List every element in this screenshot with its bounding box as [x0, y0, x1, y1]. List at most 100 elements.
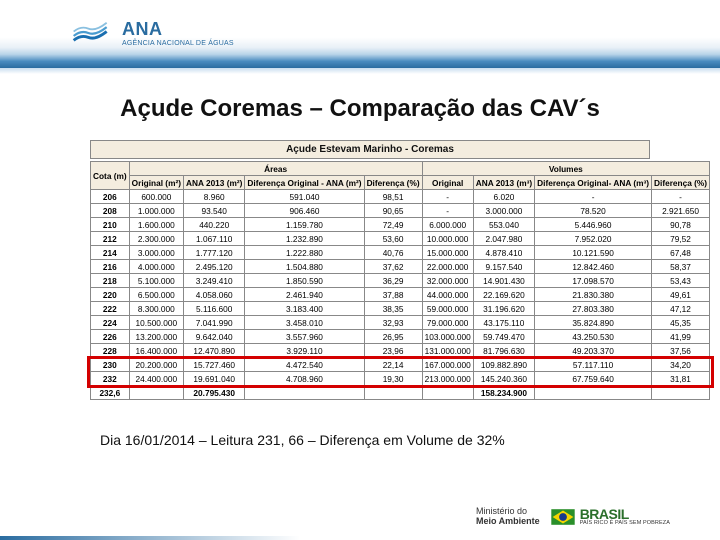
cell: 3.183.400 — [245, 302, 364, 316]
cell: 67.759.640 — [535, 372, 652, 386]
table-row: 2185.100.0003.249.4101.850.59036,2932.00… — [91, 274, 710, 288]
cell: 23,96 — [364, 344, 422, 358]
cell: 553.040 — [473, 218, 534, 232]
cell: 16.400.000 — [129, 344, 183, 358]
cell: 37,88 — [364, 288, 422, 302]
cell: 3.000.000 — [129, 246, 183, 260]
cell: 58,37 — [652, 260, 710, 274]
cell: 59.749.470 — [473, 330, 534, 344]
cell-cota: 232,6 — [91, 386, 130, 400]
cell-cota: 218 — [91, 274, 130, 288]
cell: 90,78 — [652, 218, 710, 232]
cell: 8.300.000 — [129, 302, 183, 316]
ministry-line2: Meio Ambiente — [476, 517, 540, 527]
col-header-6: Diferença Original- ANA (m³) — [535, 176, 652, 190]
cell: 109.882.890 — [473, 358, 534, 372]
cell: 12.470.890 — [183, 344, 244, 358]
cell: 2.921.650 — [652, 204, 710, 218]
cell: 4.000.000 — [129, 260, 183, 274]
cell: 17.098.570 — [535, 274, 652, 288]
cell: 4.708.960 — [245, 372, 364, 386]
cell: - — [652, 190, 710, 204]
cell: 8.960 — [183, 190, 244, 204]
col-header-4: Original — [422, 176, 473, 190]
col-header-3: Diferença (%) — [364, 176, 422, 190]
cell: 440.220 — [183, 218, 244, 232]
cell: 49.203.370 — [535, 344, 652, 358]
cell: 103.000.000 — [422, 330, 473, 344]
cell-cota: 212 — [91, 232, 130, 246]
table-row: 23224.400.00019.691.0404.708.96019,30213… — [91, 372, 710, 386]
cell: 78.520 — [535, 204, 652, 218]
cell: 20.795.430 — [183, 386, 244, 400]
cell-cota: 228 — [91, 344, 130, 358]
cell — [364, 386, 422, 400]
cell: 32,93 — [364, 316, 422, 330]
brasil-flag-icon — [550, 504, 576, 530]
cell: 81.796.630 — [473, 344, 534, 358]
table-row: 22410.500.0007.041.9903.458.01032,9379.0… — [91, 316, 710, 330]
table-row: 2228.300.0005.116.6003.183.40038,3559.00… — [91, 302, 710, 316]
cell: 2.047.980 — [473, 232, 534, 246]
cell: 44.000.000 — [422, 288, 473, 302]
page-title: Açude Coremas – Comparação das CAV´s — [0, 95, 720, 123]
cell: 1.232.890 — [245, 232, 364, 246]
cell: 10.121.590 — [535, 246, 652, 260]
cell: 67,48 — [652, 246, 710, 260]
cell: 4.878.410 — [473, 246, 534, 260]
table-title: Açude Estevam Marinho - Coremas — [90, 140, 650, 159]
cell: 1.000.000 — [129, 204, 183, 218]
cell: 5.116.600 — [183, 302, 244, 316]
cell: 22.169.620 — [473, 288, 534, 302]
cell: 3.249.410 — [183, 274, 244, 288]
cell: 34,20 — [652, 358, 710, 372]
ana-wave-icon — [70, 18, 114, 48]
table-row: 2143.000.0001.777.1201.222.88040,7615.00… — [91, 246, 710, 260]
cell: 7.952.020 — [535, 232, 652, 246]
cell: 2.461.940 — [245, 288, 364, 302]
cell: 9.642.040 — [183, 330, 244, 344]
cell-cota: 210 — [91, 218, 130, 232]
cell: 591.040 — [245, 190, 364, 204]
cell: 5.100.000 — [129, 274, 183, 288]
caption: Dia 16/01/2014 – Leitura 231, 66 – Difer… — [100, 432, 505, 448]
cell: 145.240.360 — [473, 372, 534, 386]
cell: 37,62 — [364, 260, 422, 274]
cell: 19.691.040 — [183, 372, 244, 386]
cell: 158.234.900 — [473, 386, 534, 400]
cell: - — [422, 190, 473, 204]
cell: - — [535, 190, 652, 204]
cell: 12.842.460 — [535, 260, 652, 274]
cell: 79,52 — [652, 232, 710, 246]
cell: 4.472.540 — [245, 358, 364, 372]
comparison-table-wrap: Açude Estevam Marinho - Coremas Cota (m)… — [90, 140, 650, 400]
cell: 1.850.590 — [245, 274, 364, 288]
cell: 2.300.000 — [129, 232, 183, 246]
cell: 22.000.000 — [422, 260, 473, 274]
table-row: 2122.300.0001.067.1101.232.89053,6010.00… — [91, 232, 710, 246]
table-row: 22816.400.00012.470.8903.929.11023,96131… — [91, 344, 710, 358]
cell: 53,60 — [364, 232, 422, 246]
cell-cota: 222 — [91, 302, 130, 316]
footer-bar — [0, 536, 300, 540]
cell: 59.000.000 — [422, 302, 473, 316]
cell-cota: 206 — [91, 190, 130, 204]
cell: 40,76 — [364, 246, 422, 260]
cell-cota: 214 — [91, 246, 130, 260]
logo-title: ANA — [122, 20, 234, 38]
cell: 6.500.000 — [129, 288, 183, 302]
cell: 1.222.880 — [245, 246, 364, 260]
cell: 49,61 — [652, 288, 710, 302]
cell: 15.000.000 — [422, 246, 473, 260]
cell: 1.504.880 — [245, 260, 364, 274]
table-row: 2101.600.000440.2201.159.78072,496.000.0… — [91, 218, 710, 232]
cell: 10.500.000 — [129, 316, 183, 330]
footer: Ministério do Meio Ambiente BRASIL PAÍS … — [476, 504, 670, 530]
cell: 31,81 — [652, 372, 710, 386]
table-row: 2206.500.0004.058.0602.461.94037,8844.00… — [91, 288, 710, 302]
cell: 213.000.000 — [422, 372, 473, 386]
cell: 3.929.110 — [245, 344, 364, 358]
cell: 5.446.960 — [535, 218, 652, 232]
cell: 31.196.620 — [473, 302, 534, 316]
cell: 32.000.000 — [422, 274, 473, 288]
